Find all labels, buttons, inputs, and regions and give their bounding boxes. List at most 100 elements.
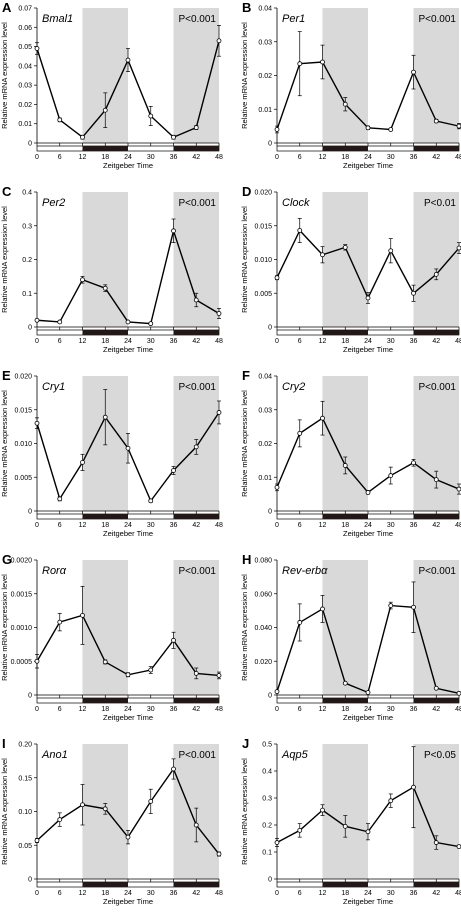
x-axis-title: Zeitgeber Time [343,713,393,722]
panel-E: 0 0.005 0.010 0.015 0.020 0 6 12 18 24 30 36 42 48 Zei… [0,368,223,538]
data-point [80,612,85,618]
data-point [274,840,280,845]
panel-D: 0 0.005 0.010 0.015 0.020 0 6 12 18 24 30 36 42 48 Zei… [240,184,461,354]
data-point [411,460,416,466]
dark-phase-bar [322,330,368,335]
y-tick-label: 0.02 [258,73,272,80]
x-tick-label: 30 [147,338,155,345]
gene-name: Cry2 [282,381,305,393]
panel-letter: I [2,736,6,751]
x-tick-label: 36 [170,522,178,529]
data-point [125,319,131,325]
y-tick-label: 0 [28,509,32,516]
y-tick-label: 0.0010 [11,625,33,632]
x-tick-label: 48 [215,338,223,345]
dark-phase-bar [413,514,459,519]
x-tick-label: 30 [387,338,395,345]
panel-letter: E [2,368,11,383]
data-point [297,430,303,436]
data-point [193,822,199,828]
x-tick-label: 18 [341,154,349,161]
x-axis-title: Zeitgeber Time [343,897,393,906]
x-tick-label: 18 [101,338,109,345]
panel-letter: D [242,184,251,199]
x-tick-label: 48 [215,706,223,713]
x-tick-label: 36 [410,890,418,897]
dark-phase-bar [413,882,459,887]
data-point [216,38,222,44]
panel-letter: H [242,552,251,567]
dark-phase-bar [82,330,128,335]
data-point [411,69,416,75]
x-tick-label: 18 [101,706,109,713]
data-point [297,828,303,833]
x-tick-label: 36 [410,154,418,161]
x-tick-label: 48 [215,890,223,897]
x-tick-label: 18 [341,706,349,713]
x-tick-label: 6 [58,338,62,345]
x-tick-label: 48 [455,154,461,161]
data-point [148,113,154,119]
data-point [365,295,371,301]
y-axis-title: Relative mRNA expression level [0,574,9,681]
data-point [171,134,176,140]
x-tick-label: 42 [192,522,200,529]
data-point [274,484,280,490]
x-tick-label: 12 [319,706,327,713]
dark-phase-shade [413,744,459,879]
y-axis-title: Relative mRNA expression level [0,390,9,497]
y-tick-label: 0.05 [18,843,32,850]
x-tick-label: 42 [192,154,200,161]
x-tick-label: 42 [432,338,440,345]
x-axis-title: Zeitgeber Time [103,713,153,722]
gene-name: Bmal1 [42,13,73,25]
x-tick-label: 36 [170,706,178,713]
x-tick-label: 0 [275,706,279,713]
panel-letter: J [242,736,249,751]
panel-A: 0 0.01 0.02 0.03 0.04 0.05 0.06 0.07 0 6 12 18 24 30 3… [0,0,223,170]
data-point [411,604,416,610]
p-value: P<0.001 [178,750,216,761]
data-point [171,637,176,643]
x-tick-label: 30 [387,706,395,713]
data-point [80,134,85,140]
x-tick-label: 0 [275,522,279,529]
p-value: P<0.001 [178,382,216,393]
data-point [388,798,394,804]
y-tick-label: 0.15 [18,775,32,782]
y-tick-label: 0.010 [14,441,32,448]
y-tick-label: 0 [28,325,32,332]
x-tick-label: 0 [35,154,39,161]
x-tick-label: 12 [319,154,327,161]
x-tick-label: 30 [147,154,155,161]
y-axis-title: Relative mRNA expression level [240,206,249,313]
p-value: P<0.001 [418,382,456,393]
data-point [80,277,85,283]
y-tick-label: 0.05 [18,44,32,51]
gene-name: Rev-erbα [282,565,328,577]
x-tick-label: 6 [58,890,62,897]
x-tick-label: 24 [364,154,372,161]
x-tick-label: 6 [298,890,302,897]
dark-phase-bar [322,146,368,151]
y-tick-label: 0.02 [18,102,32,109]
panel-C: 0 0.1 0.2 0.3 0.4 0 6 12 18 24 30 36 42 48 Zeitgeber T… [0,184,223,354]
x-axis-title: Zeitgeber Time [103,345,153,354]
x-tick-label: 24 [364,338,372,345]
x-tick-label: 30 [147,706,155,713]
data-point [34,317,40,323]
y-tick-label: 0.015 [254,223,272,230]
x-tick-label: 48 [455,522,461,529]
x-tick-label: 0 [35,890,39,897]
data-point [320,415,325,421]
data-point [411,290,416,296]
y-tick-label: 0.1 [22,291,32,298]
data-point [274,127,280,132]
y-tick-label: 0.080 [254,558,272,565]
data-point [456,690,461,696]
data-point [274,275,280,281]
dark-phase-bar [173,146,219,151]
x-tick-label: 30 [387,890,395,897]
data-point [148,798,154,804]
x-tick-label: 48 [215,522,223,529]
